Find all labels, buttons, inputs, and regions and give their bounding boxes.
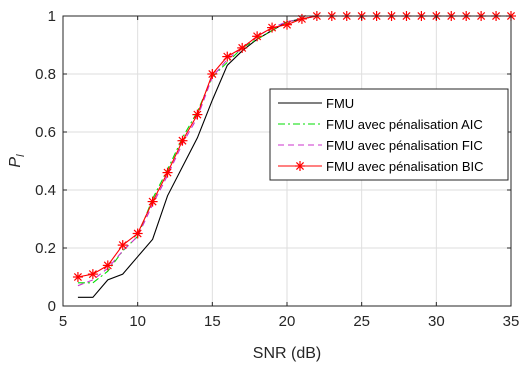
y-axis-label-subscript: l [15, 154, 27, 157]
data-point-marker [296, 13, 307, 24]
x-tick-label: 5 [59, 313, 67, 330]
data-point-marker [267, 22, 278, 33]
axis-ticks: 5 10 15 20 25 30 35 0 0.2 0.4 0.6 0.8 1 [35, 8, 519, 330]
data-point-marker [282, 19, 292, 30]
data-point-marker [147, 196, 158, 207]
x-tick-label: 20 [279, 313, 296, 330]
legend-marker [295, 161, 305, 171]
legend-item: FMU [278, 96, 354, 111]
legend-label: FMU avec pénalisation FIC [326, 138, 483, 153]
data-point-marker [102, 260, 113, 271]
data-point-marker [252, 31, 263, 42]
y-tick-label: 0 [48, 298, 56, 315]
y-axis-label: Pl [7, 154, 27, 168]
legend-label: FMU avec pénalisation AIC [326, 117, 483, 132]
x-tick-label: 30 [428, 313, 445, 330]
data-point-marker [192, 109, 203, 120]
y-axis-label-main: P [7, 157, 24, 168]
data-point-marker [222, 51, 233, 62]
data-point-marker [177, 135, 188, 146]
x-tick-label: 25 [353, 313, 370, 330]
data-point-marker [162, 167, 173, 178]
data-point-marker [87, 269, 98, 280]
data-point-marker [132, 228, 143, 239]
y-tick-label: 0.6 [35, 124, 56, 141]
x-tick-label: 15 [204, 313, 221, 330]
y-tick-label: 0.2 [35, 240, 56, 257]
data-point-marker [72, 272, 83, 282]
legend-item: FMU avec pénalisation AIC [278, 117, 483, 132]
legend-item: FMU avec pénalisation BIC [278, 159, 484, 174]
x-tick-label: 10 [129, 313, 146, 330]
legend: FMU FMU avec pénalisation AIC FMU avec pén… [269, 88, 509, 181]
data-point-marker [237, 42, 248, 53]
legend-item: FMU avec pénalisation FIC [278, 138, 483, 153]
x-axis-label: SNR (dB) [253, 345, 321, 362]
legend-label: FMU avec pénalisation BIC [326, 159, 484, 174]
data-point-marker [117, 240, 128, 251]
y-tick-label: 0.8 [35, 66, 56, 83]
y-tick-label: 1 [48, 8, 56, 25]
legend-box [269, 88, 509, 181]
legend-label: FMU [326, 96, 354, 111]
x-tick-label: 35 [503, 313, 520, 330]
y-tick-label: 0.4 [35, 182, 56, 199]
data-point-marker [207, 69, 218, 79]
